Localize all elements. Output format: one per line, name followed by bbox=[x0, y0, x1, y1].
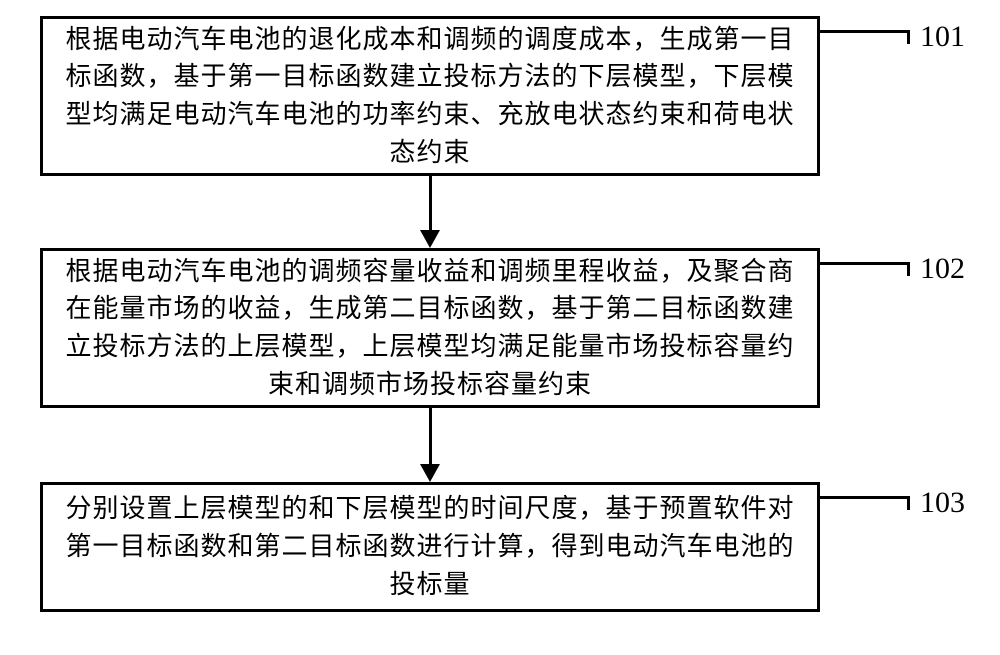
flowchart-canvas: 根据电动汽车电池的退化成本和调频的调度成本，生成第一目标函数，基于第一目标函数建… bbox=[0, 0, 1000, 655]
flow-step-101: 根据电动汽车电池的退化成本和调频的调度成本，生成第一目标函数，基于第一目标函数建… bbox=[40, 16, 820, 176]
arrow-101-102-head bbox=[420, 230, 440, 248]
leader-101-v bbox=[907, 30, 910, 44]
flow-step-103: 分别设置上层模型的和下层模型的时间尺度，基于预置软件对第一目标函数和第二目标函数… bbox=[40, 482, 820, 612]
flow-step-102-text: 根据电动汽车电池的调频容量收益和调频里程收益，及聚合商在能量市场的收益，生成第二… bbox=[61, 253, 799, 404]
flow-step-101-text: 根据电动汽车电池的退化成本和调频的调度成本，生成第一目标函数，基于第一目标函数建… bbox=[61, 21, 799, 172]
leader-102-h bbox=[820, 262, 910, 265]
label-102: 102 bbox=[920, 252, 965, 286]
arrow-102-103-stem bbox=[429, 408, 432, 465]
leader-103-h bbox=[820, 496, 910, 499]
label-103: 103 bbox=[920, 486, 965, 520]
leader-101-h bbox=[820, 30, 910, 33]
leader-102-v bbox=[907, 262, 910, 276]
label-101: 101 bbox=[920, 20, 965, 54]
flow-step-102: 根据电动汽车电池的调频容量收益和调频里程收益，及聚合商在能量市场的收益，生成第二… bbox=[40, 248, 820, 408]
flow-step-103-text: 分别设置上层模型的和下层模型的时间尺度，基于预置软件对第一目标函数和第二目标函数… bbox=[61, 490, 799, 603]
arrow-101-102-stem bbox=[429, 176, 432, 231]
arrow-102-103-head bbox=[420, 464, 440, 482]
leader-103-v bbox=[907, 496, 910, 510]
